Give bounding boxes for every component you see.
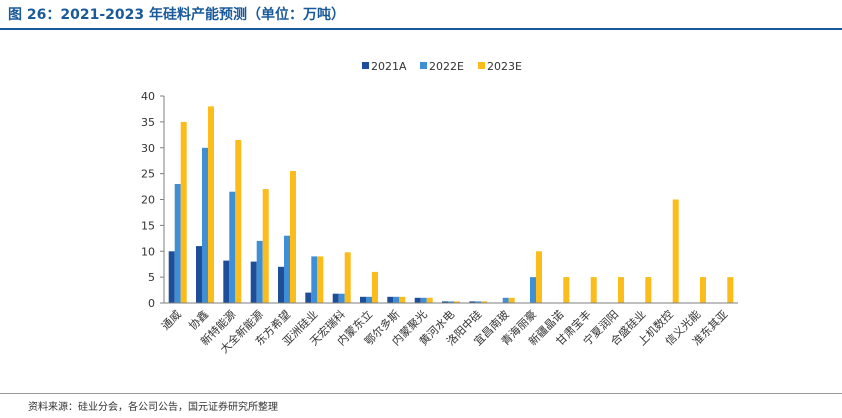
bar-2022E-内蒙聚光 xyxy=(420,297,427,303)
bar-2021A-通威 xyxy=(168,251,175,304)
legend-label-2021A: 2021A xyxy=(371,60,407,73)
bar-2021A-大全新能源 xyxy=(250,261,257,303)
bar-2022E-内蒙东立 xyxy=(366,296,372,303)
bar-2022E-洛阳中硅 xyxy=(475,301,482,303)
bar-2021A-东方希望 xyxy=(278,266,284,303)
bar-2022E-天宏瑞科 xyxy=(338,293,345,303)
bar-2023E-新特能源 xyxy=(235,140,242,303)
bar-2021A-鄂尔多斯 xyxy=(387,296,394,303)
bar-2022E-亚洲硅业 xyxy=(311,256,318,303)
y-tick-label: 15 xyxy=(141,219,155,232)
figure-title: 图 26：2021-2023 年硅料产能预测（单位：万吨） xyxy=(8,7,345,23)
bar-2022E-通威 xyxy=(174,184,181,303)
bar-2023E-洛阳中硅 xyxy=(481,301,488,303)
bar-2023E-准东其亚 xyxy=(727,277,734,303)
y-tick-label: 5 xyxy=(148,271,155,284)
y-tick-label: 40 xyxy=(141,90,155,103)
bar-2021A-天宏瑞科 xyxy=(332,293,339,303)
bar-2023E-东方希望 xyxy=(290,171,296,303)
bar-2023E-鄂尔多斯 xyxy=(399,296,406,303)
x-axis-labels: 通威 协鑫新特能源大全新能源东方希望亚洲硅业天宏瑞科内蒙东立鄂尔多斯内蒙聚光黄河水… xyxy=(159,307,730,356)
bar-chart: 2021A 2022E 2023E 0 5 10 15 20 25 30 35 40 通威 协鑫新特能… xyxy=(141,60,738,356)
title-divider xyxy=(0,28,842,30)
y-tick-label: 25 xyxy=(141,168,155,181)
bar-2023E-青海丽豪 xyxy=(536,251,542,304)
bar-2023E-宜昌南玻 xyxy=(508,297,515,303)
bar-2023E-大全新能源 xyxy=(262,189,269,303)
y-tick-label: 30 xyxy=(141,142,155,155)
bar-2023E-天宏瑞科 xyxy=(344,252,351,303)
bar-2022E-鄂尔多斯 xyxy=(393,296,400,303)
legend-swatch-2022E xyxy=(420,62,427,69)
bar-2023E-黄河水电 xyxy=(454,301,460,303)
source-divider xyxy=(0,393,842,394)
bar-2022E-东方希望 xyxy=(284,235,290,303)
y-tick-label: 35 xyxy=(141,116,155,129)
y-axis-ticks: 0 5 10 15 20 25 30 35 40 xyxy=(141,90,155,310)
bar-2021A-协鑫 xyxy=(196,246,202,303)
bar-2023E-协鑫 xyxy=(208,106,214,304)
bar-2023E-宁夏润阳 xyxy=(618,277,624,303)
legend-label-2023E: 2023E xyxy=(487,60,522,73)
bar-2021A-亚洲硅业 xyxy=(305,292,312,303)
y-tick-label: 10 xyxy=(141,245,155,258)
legend-swatch-2021A xyxy=(362,62,369,69)
bar-2022E-青海丽豪 xyxy=(530,277,536,303)
bar-2023E-内蒙聚光 xyxy=(426,297,433,303)
bar-2021A-洛阳中硅 xyxy=(469,301,476,303)
bar-2023E-合盛硅业 xyxy=(645,277,652,303)
bar-2022E-宜昌南玻 xyxy=(502,297,509,303)
bars xyxy=(168,106,734,304)
bar-2021A-内蒙东立 xyxy=(360,296,366,303)
legend-swatch-2023E xyxy=(478,62,485,69)
bar-2023E-通威 xyxy=(180,121,187,304)
bar-2023E-甘肃宝丰 xyxy=(590,277,597,303)
bar-2023E-新疆晶诺 xyxy=(563,277,570,303)
bar-2021A-黄河水电 xyxy=(442,301,448,303)
bar-2022E-大全新能源 xyxy=(256,240,263,303)
bar-2023E-上机数控 xyxy=(672,199,679,303)
x-category-label: 通威 xyxy=(159,308,184,333)
bar-2023E-亚洲硅业 xyxy=(317,256,324,303)
bar-2021A-内蒙聚光 xyxy=(414,297,421,303)
y-tick-label: 0 xyxy=(148,297,155,310)
y-tick-label: 20 xyxy=(141,194,155,207)
chart-legend: 2021A 2022E 2023E xyxy=(362,60,522,73)
axes xyxy=(160,95,738,304)
bar-2022E-新特能源 xyxy=(229,191,236,303)
legend-label-2022E: 2022E xyxy=(429,60,464,73)
bar-2023E-内蒙东立 xyxy=(372,271,378,303)
source-note: 资料来源：硅业分会，各公司公告，国元证券研究所整理 xyxy=(28,402,278,413)
bar-2022E-黄河水电 xyxy=(448,301,454,303)
bar-2022E-协鑫 xyxy=(202,147,208,304)
bar-2021A-新特能源 xyxy=(223,260,230,303)
bar-2023E-信义光能 xyxy=(700,277,706,303)
